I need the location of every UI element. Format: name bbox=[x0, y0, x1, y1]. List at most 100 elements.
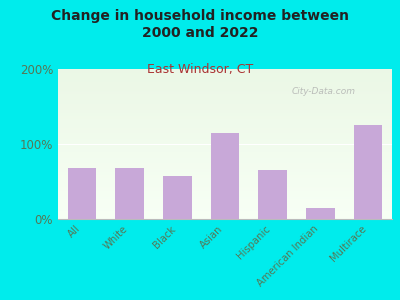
Bar bbox=[58, 118, 392, 120]
Bar bbox=[58, 134, 392, 135]
Bar bbox=[58, 167, 392, 168]
Bar bbox=[58, 108, 392, 110]
Bar bbox=[58, 102, 392, 104]
Bar bbox=[354, 125, 382, 219]
Bar bbox=[58, 87, 392, 88]
Bar bbox=[58, 138, 392, 140]
Bar bbox=[58, 160, 392, 162]
Bar bbox=[58, 156, 392, 158]
Bar bbox=[58, 204, 392, 206]
Bar bbox=[58, 192, 392, 194]
Bar bbox=[58, 123, 392, 124]
Bar bbox=[58, 196, 392, 198]
Bar bbox=[58, 190, 392, 192]
Bar bbox=[58, 188, 392, 189]
Bar bbox=[58, 158, 392, 159]
Bar bbox=[58, 103, 392, 105]
Bar bbox=[58, 132, 392, 134]
Bar bbox=[58, 94, 392, 96]
Bar bbox=[58, 69, 392, 70]
Bar bbox=[58, 164, 392, 165]
Bar bbox=[58, 74, 392, 75]
Bar bbox=[58, 124, 392, 126]
Bar bbox=[58, 208, 392, 210]
Bar bbox=[58, 76, 392, 78]
Bar bbox=[58, 80, 392, 81]
Bar bbox=[58, 122, 392, 123]
Bar bbox=[58, 176, 392, 177]
Bar bbox=[58, 169, 392, 171]
Bar bbox=[58, 126, 392, 128]
Bar bbox=[58, 210, 392, 212]
Bar bbox=[58, 84, 392, 86]
Bar bbox=[58, 129, 392, 130]
Bar bbox=[58, 178, 392, 180]
Bar bbox=[58, 214, 392, 216]
Bar bbox=[58, 93, 392, 94]
Bar bbox=[58, 212, 392, 213]
Bar bbox=[163, 176, 192, 219]
Bar bbox=[58, 141, 392, 142]
Bar bbox=[115, 168, 144, 219]
Bar bbox=[58, 142, 392, 144]
Bar bbox=[58, 105, 392, 106]
Bar bbox=[58, 135, 392, 136]
Bar bbox=[58, 114, 392, 116]
Bar bbox=[58, 106, 392, 108]
Bar bbox=[58, 200, 392, 201]
Bar bbox=[58, 172, 392, 174]
Bar bbox=[58, 194, 392, 195]
Bar bbox=[58, 75, 392, 76]
Bar bbox=[58, 128, 392, 129]
Bar bbox=[58, 85, 392, 87]
Bar bbox=[58, 110, 392, 111]
Text: East Windsor, CT: East Windsor, CT bbox=[147, 63, 253, 76]
Bar bbox=[58, 136, 392, 138]
Bar bbox=[258, 170, 287, 219]
Text: City-Data.com: City-Data.com bbox=[292, 87, 356, 96]
Bar bbox=[58, 165, 392, 166]
Text: Change in household income between
2000 and 2022: Change in household income between 2000 … bbox=[51, 9, 349, 40]
Bar bbox=[58, 162, 392, 164]
Bar bbox=[58, 130, 392, 132]
Bar bbox=[58, 72, 392, 74]
Bar bbox=[58, 183, 392, 184]
Bar bbox=[58, 81, 392, 82]
Bar bbox=[58, 82, 392, 84]
Bar bbox=[58, 96, 392, 98]
Bar bbox=[211, 133, 239, 219]
Bar bbox=[58, 159, 392, 160]
Bar bbox=[58, 111, 392, 112]
Bar bbox=[58, 112, 392, 114]
Bar bbox=[58, 100, 392, 102]
Bar bbox=[58, 168, 392, 170]
Bar bbox=[58, 218, 392, 219]
Bar bbox=[58, 152, 392, 153]
Bar bbox=[58, 206, 392, 207]
Bar bbox=[58, 213, 392, 214]
Bar bbox=[58, 184, 392, 186]
Bar bbox=[58, 154, 392, 156]
Bar bbox=[306, 208, 335, 219]
Bar bbox=[58, 117, 392, 118]
Bar bbox=[58, 207, 392, 208]
Bar bbox=[58, 144, 392, 146]
Bar bbox=[58, 98, 392, 99]
Bar bbox=[58, 140, 392, 141]
Bar bbox=[58, 189, 392, 190]
Bar bbox=[58, 216, 392, 218]
Bar bbox=[58, 201, 392, 202]
Bar bbox=[68, 168, 96, 219]
Bar bbox=[58, 177, 392, 178]
Bar bbox=[58, 70, 392, 72]
Bar bbox=[58, 146, 392, 147]
Bar bbox=[58, 180, 392, 182]
Bar bbox=[58, 182, 392, 183]
Bar bbox=[58, 148, 392, 150]
Bar bbox=[58, 147, 392, 148]
Bar bbox=[58, 186, 392, 188]
Bar bbox=[58, 78, 392, 80]
Bar bbox=[58, 120, 392, 122]
Bar bbox=[58, 202, 392, 204]
Bar bbox=[58, 99, 392, 100]
